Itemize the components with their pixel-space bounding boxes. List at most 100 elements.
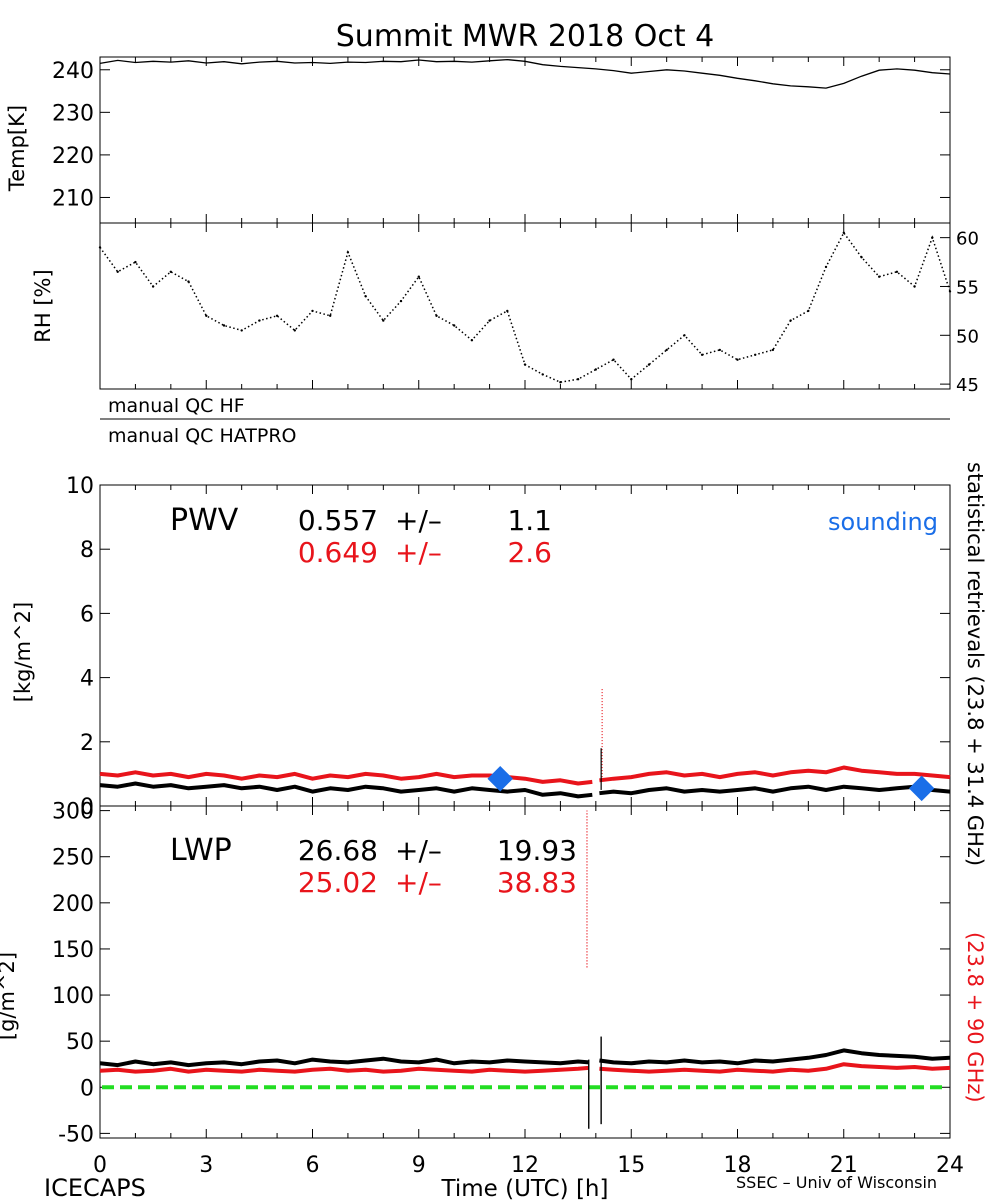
x-tick-label: 24 <box>936 1153 964 1178</box>
sounding-legend: sounding <box>828 508 938 536</box>
pwv-stat-black-sd: 1.1 <box>507 504 552 537</box>
rh-point <box>346 251 350 254</box>
lwp-panel: -50 0 50 100 150 200 250 300 0 3 6 9 12 15 18 21 24 [g/m… <box>0 800 964 1200</box>
x-tick-label: 12 <box>511 1153 539 1178</box>
lwp-series-black <box>599 1048 951 1066</box>
pwv-ytick-label: 6 <box>80 602 94 627</box>
rh-point <box>240 329 243 332</box>
rh-point <box>860 256 863 259</box>
lwp-ytick-label: 250 <box>52 846 94 871</box>
pwv-ytick-label: 8 <box>80 538 94 563</box>
rh-point <box>435 314 438 317</box>
pwv-stat-red-mean: 0.649 <box>298 536 378 569</box>
rh-point <box>506 309 509 313</box>
lwp-stat-red-pm: +/– <box>395 866 442 899</box>
rh-point <box>488 319 491 322</box>
sounding-marker <box>487 765 513 792</box>
rh-point <box>878 275 881 278</box>
lwp-ylabel: [g/m^2] <box>0 952 19 1040</box>
x-tick-label: 6 <box>306 1153 320 1178</box>
chart-title: Summit MWR 2018 Oct 4 <box>336 19 714 54</box>
rh-ytick-label: 55 <box>956 277 979 298</box>
rh-point <box>541 373 544 376</box>
temperature-panel: 210 220 230 240 Temp[K] <box>5 56 951 224</box>
rh-point <box>683 334 686 337</box>
rh-point <box>205 314 208 317</box>
rh-point <box>470 339 474 342</box>
rh-point <box>647 363 651 366</box>
retrieval-label-red: (23.8 + 90 GHz) <box>963 932 987 1103</box>
rh-point <box>116 270 119 273</box>
rh-point <box>576 378 580 381</box>
rh-point <box>612 358 615 361</box>
rh-point <box>98 246 102 249</box>
pwv-ytick-label: 2 <box>80 731 94 756</box>
temperature-frame <box>99 56 951 224</box>
pwv-ytick-label: 0 <box>80 795 94 820</box>
rh-point <box>931 236 934 239</box>
pwv-stat-red-sd: 2.6 <box>507 536 552 569</box>
lwp-stat-black-pm: +/– <box>395 834 442 867</box>
rh-point <box>258 319 261 322</box>
x-tick-label: 3 <box>199 1153 213 1178</box>
rh-point <box>736 358 739 361</box>
rh-point <box>824 265 828 269</box>
rh-point <box>399 299 403 303</box>
rh-point <box>754 353 757 356</box>
rh-point <box>364 295 367 298</box>
rh-point <box>700 353 704 356</box>
rh-point <box>293 329 296 332</box>
rh-point <box>311 309 314 313</box>
rh-point <box>948 290 952 293</box>
rh-point <box>559 381 562 384</box>
x-tick-label: 15 <box>617 1153 645 1178</box>
rh-point <box>151 285 155 288</box>
pwv-series-black <box>599 784 951 796</box>
rh-point <box>134 260 137 264</box>
pwv-panel: 0 2 4 6 8 10 [kg/m^2] PWV 0.557 +/– 1.1 0.649… <box>11 474 951 820</box>
lwp-series-black <box>99 1056 589 1068</box>
pwv-series-red <box>99 770 593 786</box>
x-tick-label: 0 <box>93 1153 107 1178</box>
rh-point <box>913 285 916 288</box>
lwp-stat-red-mean: 25.02 <box>298 866 378 899</box>
lwp-ytick-label: 200 <box>52 892 94 917</box>
rh-point <box>895 270 899 273</box>
footer-left: ICECAPS <box>44 1174 146 1200</box>
rh-point <box>523 363 527 366</box>
rh-point <box>807 309 810 313</box>
rh-point <box>222 324 226 327</box>
pwv-stat-black-mean: 0.557 <box>298 504 378 537</box>
lwp-ytick-label: 50 <box>66 1030 94 1055</box>
rh-point <box>630 378 633 381</box>
retrieval-label-black: statistical retrievals (23.8 + 31.4 GHz) <box>963 462 987 866</box>
rh-trace <box>99 231 951 383</box>
pwv-series-black <box>99 781 593 799</box>
rh-point <box>417 275 420 278</box>
lwp-ytick-label: 150 <box>52 938 94 963</box>
pwv-series-red <box>599 765 951 783</box>
lwp-ytick-label: -50 <box>58 1122 94 1147</box>
rh-ytick-label: 45 <box>956 375 979 396</box>
rh-ytick-label: 50 <box>956 326 979 347</box>
qc-hf-label: manual QC HF <box>108 395 245 417</box>
temperature-ytick-label: 210 <box>52 186 94 211</box>
temperature-line <box>99 58 951 89</box>
lwp-stat-black-sd: 19.93 <box>497 834 577 867</box>
lwp-stat-red-sd: 38.83 <box>497 866 577 899</box>
rh-point <box>842 231 845 234</box>
footer-right: SSEC – Univ of Wisconsin <box>736 1173 937 1192</box>
temperature-ytick-label: 230 <box>52 101 94 126</box>
lwp-series-red <box>99 1065 589 1074</box>
rh-point <box>382 319 385 322</box>
rh-point <box>771 348 775 352</box>
rh-point <box>187 280 190 283</box>
x-tick-label: 9 <box>412 1153 426 1178</box>
x-tick-label: 21 <box>830 1153 858 1178</box>
pwv-ytick-label: 4 <box>80 667 94 692</box>
rh-panel: 45 50 55 60 RH [%] <box>31 222 979 396</box>
rh-point <box>275 314 279 317</box>
pwv-stat-black-pm: +/– <box>395 504 442 537</box>
rh-point <box>665 348 668 352</box>
